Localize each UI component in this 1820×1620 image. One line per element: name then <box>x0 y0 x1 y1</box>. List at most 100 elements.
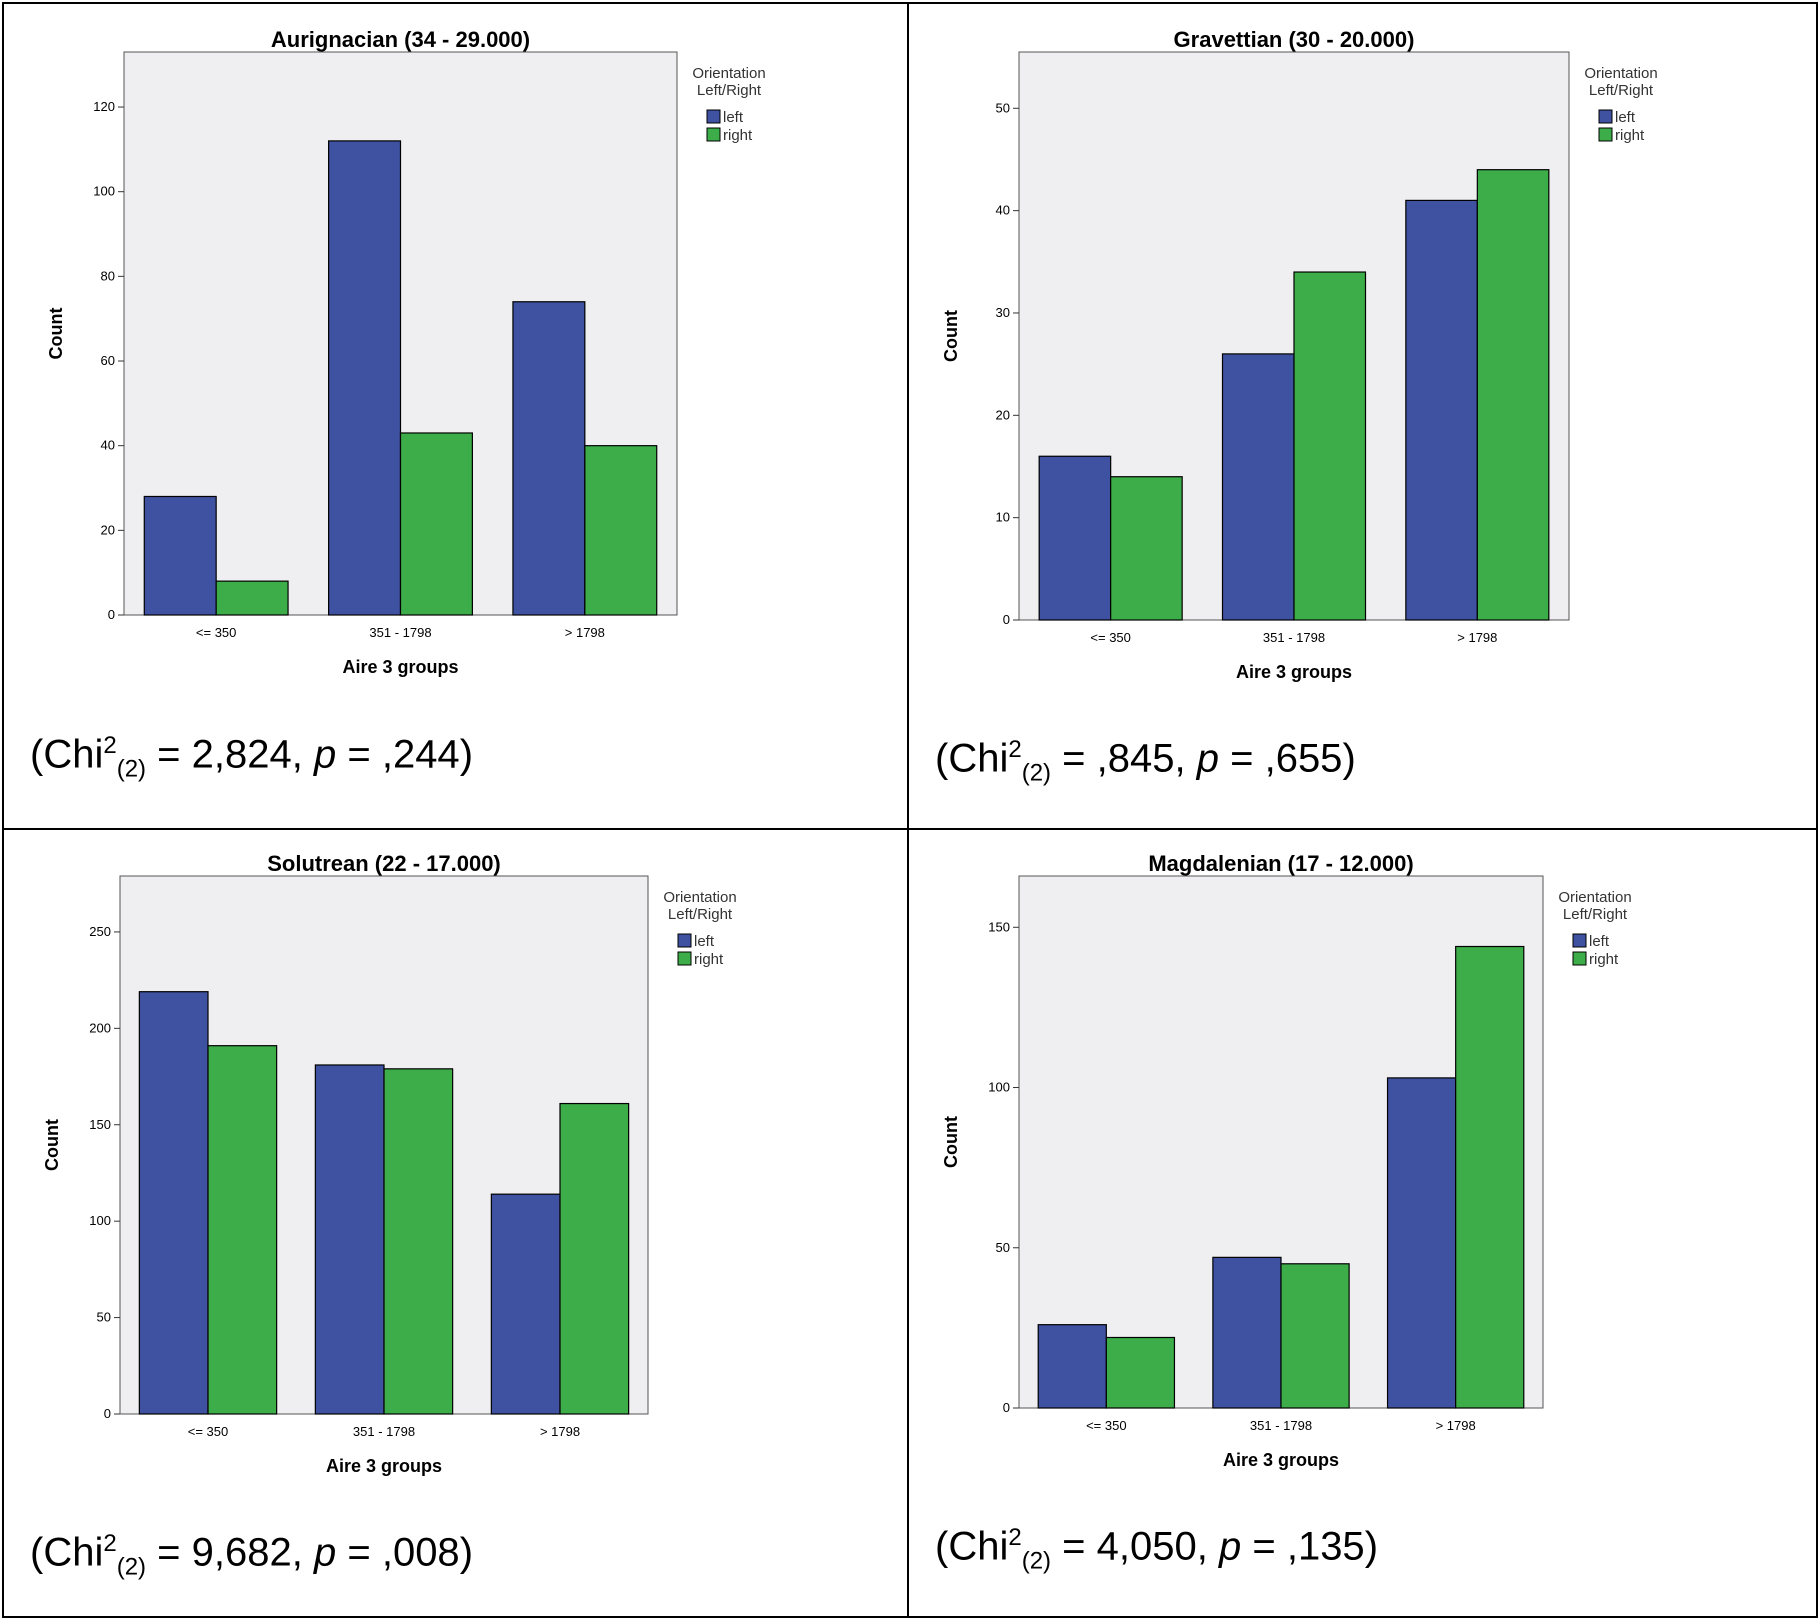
legend-swatch-left <box>677 933 692 948</box>
y-tick-label: 100 <box>93 184 115 199</box>
x-tick-label: > 1798 <box>565 625 605 640</box>
legend-swatch-right <box>677 951 692 966</box>
y-tick-label: 50 <box>996 1240 1010 1255</box>
bar-right-2 <box>1293 271 1367 621</box>
bar-chart-solutrean: <= 350 351 - 1798 > 1798 0 50 100 150 200 250 Sol… <box>42 851 737 1476</box>
legend-swatch-left <box>1572 933 1587 948</box>
panel-solutrean: <= 350 351 - 1798 > 1798 0 50 100 150 200 250 Sol… <box>2 828 909 1618</box>
chart-title: Gravettian (30 - 20.000) <box>1174 27 1415 52</box>
chart-title: Magdalenian (17 - 12.000) <box>1148 851 1413 876</box>
bar-right-2 <box>383 1068 454 1415</box>
legend-swatch-right <box>1598 127 1613 142</box>
bar-left-3 <box>1386 1077 1457 1409</box>
legend-swatch-left <box>1598 109 1613 124</box>
chi-square-result: (Chi2(2) = ,845, p = ,655) <box>935 736 1356 787</box>
bar-right-1 <box>207 1045 278 1415</box>
x-tick-label: <= 350 <box>1090 630 1131 645</box>
legend-subtitle: Left/Right <box>668 906 733 923</box>
bar-right-2 <box>1280 1263 1350 1409</box>
x-tick-label: > 1798 <box>1436 1418 1476 1433</box>
bar-chart-magdalenian: <= 350 351 - 1798 > 1798 0 50 100 150 Magdaleni… <box>941 851 1632 1470</box>
y-tick-label: 50 <box>996 100 1010 115</box>
y-tick-label: 150 <box>988 919 1010 934</box>
y-tick-label: 20 <box>101 522 115 537</box>
chart-title: Solutrean (22 - 17.000) <box>267 851 501 876</box>
y-tick-label: 40 <box>996 203 1010 218</box>
x-tick-label: <= 350 <box>196 625 237 640</box>
y-tick-label: 150 <box>89 1117 111 1132</box>
bar-left-3 <box>490 1193 561 1415</box>
bar-right-3 <box>559 1102 630 1415</box>
x-tick-label: 351 - 1798 <box>1263 630 1325 645</box>
y-tick-label: 60 <box>101 353 115 368</box>
legend-swatch-right <box>1572 951 1587 966</box>
legend-title: Orientation <box>692 65 765 82</box>
x-axis-label: Aire 3 groups <box>342 657 458 677</box>
chi-square-result: (Chi2(2) = 2,824, p = ,244) <box>30 732 474 783</box>
legend-title: Orientation <box>1558 889 1631 906</box>
y-tick-label: 0 <box>1003 612 1010 627</box>
legend-label-left: left <box>694 933 715 950</box>
bar-left-2 <box>328 140 402 616</box>
legend-label-left: left <box>1589 933 1610 950</box>
legend-label-right: right <box>1615 127 1645 144</box>
bar-chart-gravettian: <= 350 351 - 1798 > 1798 0 10 20 30 40 50 Gravett… <box>941 27 1658 682</box>
legend-label-right: right <box>1589 951 1619 968</box>
y-axis-label: Count <box>941 1116 961 1168</box>
x-tick-label: <= 350 <box>1086 1418 1127 1433</box>
legend-label-right: right <box>694 951 724 968</box>
x-tick-label: 351 - 1798 <box>1250 1418 1312 1433</box>
bar-right-1 <box>1105 1336 1176 1409</box>
y-axis-label: Count <box>46 308 66 360</box>
legend-subtitle: Left/Right <box>1563 906 1628 923</box>
chi-square-result: (Chi2(2) = 9,682, p = ,008) <box>30 1530 474 1581</box>
y-tick-label: 0 <box>1003 1400 1010 1415</box>
y-tick-label: 40 <box>101 438 115 453</box>
legend-label-left: left <box>723 109 744 126</box>
bar-left-1 <box>143 495 217 616</box>
x-tick-label: <= 350 <box>188 1424 229 1439</box>
legend-subtitle: Left/Right <box>1589 82 1654 99</box>
bar-chart-aurignacian: <= 350 351 - 1798 > 1798 0 20 40 60 80 100 120 Aur… <box>46 27 766 677</box>
y-tick-label: 250 <box>89 924 111 939</box>
legend-swatch-left <box>706 109 721 124</box>
bar-right-3 <box>584 445 658 616</box>
y-axis-label: Count <box>941 310 961 362</box>
y-tick-label: 100 <box>89 1213 111 1228</box>
y-axis-label: Count <box>42 1119 62 1171</box>
panel-magdalenian: <= 350 351 - 1798 > 1798 0 50 100 150 Magdaleni… <box>907 828 1818 1618</box>
x-axis-label: Aire 3 groups <box>326 1456 442 1476</box>
y-tick-label: 0 <box>108 607 115 622</box>
y-tick-label: 30 <box>996 305 1010 320</box>
bar-left-1 <box>1038 455 1112 621</box>
legend-title: Orientation <box>663 889 736 906</box>
x-tick-label: 351 - 1798 <box>353 1424 415 1439</box>
x-tick-label: > 1798 <box>540 1424 580 1439</box>
bar-right-3 <box>1476 169 1550 621</box>
panel-gravettian: <= 350 351 - 1798 > 1798 0 10 20 30 40 50 Gravett… <box>907 2 1818 830</box>
x-axis-label: Aire 3 groups <box>1236 662 1352 682</box>
y-tick-label: 20 <box>996 407 1010 422</box>
y-tick-label: 120 <box>93 99 115 114</box>
bar-right-1 <box>215 580 289 616</box>
bar-left-2 <box>1212 1256 1282 1409</box>
legend-label-left: left <box>1615 109 1636 126</box>
legend-label-right: right <box>723 127 753 144</box>
x-axis-label: Aire 3 groups <box>1223 1450 1339 1470</box>
y-tick-label: 50 <box>97 1310 111 1325</box>
bar-left-3 <box>512 301 586 616</box>
bar-left-1 <box>1037 1324 1107 1409</box>
y-tick-label: 10 <box>996 510 1010 525</box>
bar-right-3 <box>1455 945 1525 1409</box>
x-tick-label: > 1798 <box>1457 630 1497 645</box>
y-tick-label: 200 <box>89 1020 111 1035</box>
bar-left-1 <box>138 991 209 1415</box>
legend-title: Orientation <box>1584 65 1657 82</box>
panel-aurignacian: <= 350 351 - 1798 > 1798 0 20 40 60 80 100 120 Aur… <box>2 2 909 830</box>
y-tick-label: 0 <box>104 1406 111 1421</box>
bar-left-3 <box>1405 199 1478 621</box>
y-tick-label: 80 <box>101 268 115 283</box>
chart-title: Aurignacian (34 - 29.000) <box>271 27 530 52</box>
bar-left-2 <box>1221 353 1295 621</box>
